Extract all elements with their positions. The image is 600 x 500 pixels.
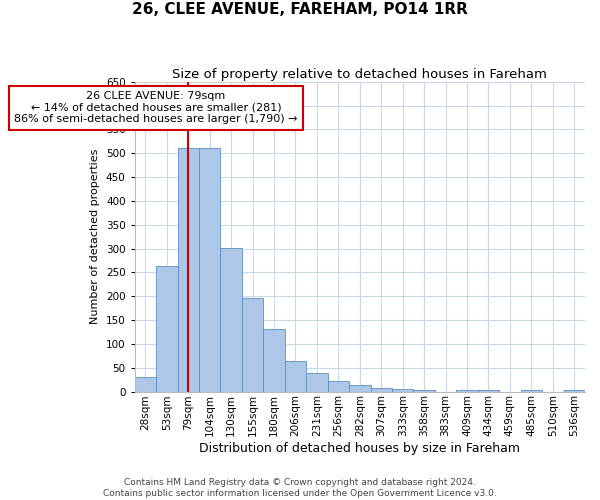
- Bar: [457, 390, 478, 392]
- Bar: [413, 390, 435, 392]
- Y-axis label: Number of detached properties: Number of detached properties: [90, 149, 100, 324]
- Text: 26 CLEE AVENUE: 79sqm
← 14% of detached houses are smaller (281)
86% of semi-det: 26 CLEE AVENUE: 79sqm ← 14% of detached …: [14, 91, 298, 124]
- Text: Contains HM Land Registry data © Crown copyright and database right 2024.
Contai: Contains HM Land Registry data © Crown c…: [103, 478, 497, 498]
- Bar: [178, 148, 199, 392]
- Bar: [242, 298, 263, 392]
- Bar: [134, 377, 156, 392]
- Bar: [306, 374, 328, 392]
- Bar: [371, 388, 392, 392]
- Bar: [478, 390, 499, 392]
- Text: 26, CLEE AVENUE, FAREHAM, PO14 1RR: 26, CLEE AVENUE, FAREHAM, PO14 1RR: [132, 2, 468, 18]
- Bar: [263, 329, 285, 392]
- Bar: [349, 385, 371, 392]
- Title: Size of property relative to detached houses in Fareham: Size of property relative to detached ho…: [172, 68, 547, 80]
- Bar: [220, 248, 242, 392]
- Bar: [328, 381, 349, 392]
- Bar: [156, 266, 178, 392]
- Bar: [563, 390, 585, 392]
- Bar: [285, 361, 306, 392]
- Bar: [521, 390, 542, 392]
- Bar: [392, 389, 413, 392]
- Bar: [199, 148, 220, 392]
- X-axis label: Distribution of detached houses by size in Fareham: Distribution of detached houses by size …: [199, 442, 520, 455]
